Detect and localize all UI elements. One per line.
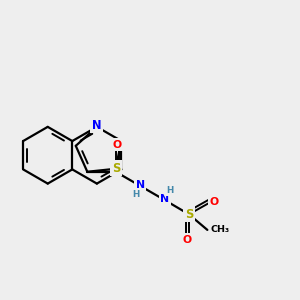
Text: O: O [182,235,191,245]
Text: H: H [167,186,174,195]
Text: S: S [185,208,193,221]
Text: N: N [136,180,145,190]
Text: S: S [112,161,121,175]
Text: H: H [132,190,140,200]
Text: CH₃: CH₃ [210,225,230,234]
Text: O: O [112,140,122,150]
Text: O: O [209,196,218,206]
Text: N: N [160,194,170,204]
Text: N: N [92,119,102,132]
